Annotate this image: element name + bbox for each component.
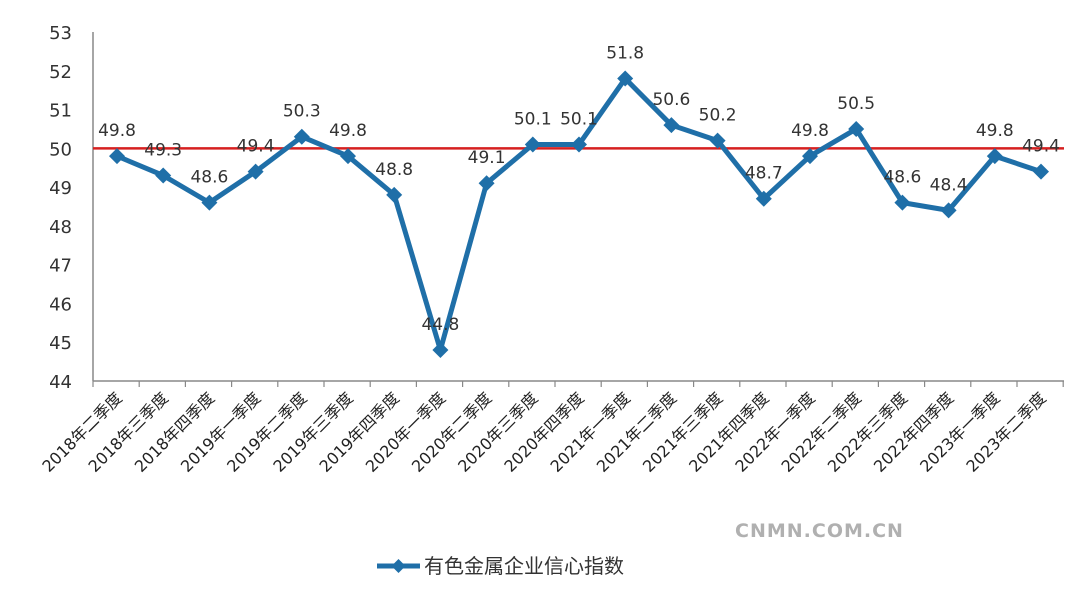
data-point-marker — [247, 163, 264, 180]
y-tick-label: 45 — [49, 333, 72, 354]
data-label: 50.1 — [514, 109, 552, 129]
x-category-label: 2019年四季度 — [316, 388, 403, 475]
data-point-marker — [155, 167, 172, 184]
data-point-marker — [940, 202, 957, 219]
data-label: 48.7 — [745, 164, 783, 184]
x-category-label: 2023年二季度 — [962, 388, 1049, 475]
data-point-marker — [524, 136, 541, 153]
data-label: 48.6 — [883, 168, 921, 188]
data-label: 50.3 — [283, 102, 321, 122]
data-label: 49.4 — [237, 137, 275, 157]
data-point-marker — [1033, 163, 1049, 180]
data-point-marker — [293, 128, 310, 145]
x-category-label: 2018年三季度 — [85, 388, 172, 475]
series-group: 49.8 49.3 48.6 49.4 50.3 49.8 48.8 44.8 49.1 50.1… — [98, 44, 1060, 358]
data-point-marker — [109, 148, 125, 165]
data-label: 50.2 — [699, 106, 737, 126]
data-point-marker — [663, 117, 680, 134]
data-label: 50.6 — [652, 90, 690, 110]
y-tick-label: 51 — [49, 101, 72, 122]
y-axis: 44 45 46 47 48 49 50 51 52 53 — [49, 23, 94, 393]
x-category-label: 2018年四季度 — [131, 388, 218, 475]
data-point-marker — [386, 186, 403, 203]
y-tick-label: 46 — [49, 294, 72, 315]
data-point-marker — [755, 190, 772, 207]
x-category-label: 2020年三季度 — [454, 388, 541, 475]
y-tick-label: 47 — [49, 256, 72, 277]
data-label: 48.4 — [930, 175, 968, 195]
x-category-label: 2020年二季度 — [408, 388, 495, 475]
data-label: 51.8 — [606, 44, 644, 64]
data-point-marker — [894, 194, 911, 211]
legend-diamond-marker — [391, 559, 406, 573]
data-point-marker — [201, 194, 218, 211]
data-point-marker — [709, 132, 726, 149]
x-category-label: 2021年三季度 — [639, 388, 726, 475]
data-label: 49.8 — [791, 121, 829, 141]
x-category-label: 2018年二季度 — [38, 388, 125, 475]
data-label: 48.8 — [375, 160, 413, 180]
x-category-label: 2019年一季度 — [177, 388, 264, 475]
data-label: 49.8 — [976, 121, 1014, 141]
legend-label: 有色金属企业信心指数 — [424, 554, 624, 578]
data-label: 49.8 — [329, 121, 367, 141]
watermark: CNMN.COM.CN — [735, 520, 904, 542]
x-category-label: 2023年一季度 — [916, 388, 1003, 475]
x-category-label: 2021年二季度 — [593, 388, 680, 475]
x-category-label: 2022年二季度 — [778, 388, 865, 475]
y-tick-label: 53 — [49, 23, 72, 44]
x-category-label: 2021年四季度 — [685, 388, 772, 475]
y-tick-label: 49 — [49, 178, 72, 199]
x-axis: 2018年二季度2018年三季度2018年四季度2019年一季度2019年二季度… — [38, 380, 1064, 476]
x-category-label: 2021年一季度 — [547, 388, 634, 475]
data-label: 49.1 — [468, 148, 506, 168]
y-tick-label: 44 — [49, 372, 72, 393]
x-category-label: 2022年四季度 — [870, 388, 957, 475]
x-category-label: 2022年一季度 — [731, 388, 818, 475]
data-label: 50.5 — [837, 94, 875, 114]
data-label: 49.4 — [1022, 137, 1060, 157]
data-point-marker — [617, 70, 634, 87]
x-category-label: 2020年一季度 — [362, 388, 449, 475]
legend: 有色金属企业信心指数 — [377, 554, 624, 578]
data-point-marker — [848, 120, 865, 137]
data-label: 49.3 — [144, 140, 182, 160]
data-point-marker — [432, 341, 449, 358]
data-point-marker — [340, 148, 356, 165]
y-tick-label: 52 — [49, 62, 72, 83]
x-category-label: 2020年四季度 — [500, 388, 587, 475]
data-point-marker — [802, 148, 818, 165]
x-category-label: 2019年二季度 — [223, 388, 310, 475]
y-tick-label: 48 — [49, 217, 72, 238]
data-point-marker — [571, 136, 587, 153]
data-point-marker — [986, 148, 1003, 165]
x-category-label: 2022年三季度 — [824, 388, 911, 475]
data-label: 48.6 — [190, 168, 228, 188]
data-label: 44.8 — [421, 315, 459, 335]
x-category-label: 2019年三季度 — [269, 388, 356, 475]
data-point-marker — [478, 175, 495, 192]
data-label: 50.1 — [560, 109, 598, 129]
y-tick-label: 50 — [49, 139, 72, 160]
data-label: 49.8 — [98, 121, 136, 141]
